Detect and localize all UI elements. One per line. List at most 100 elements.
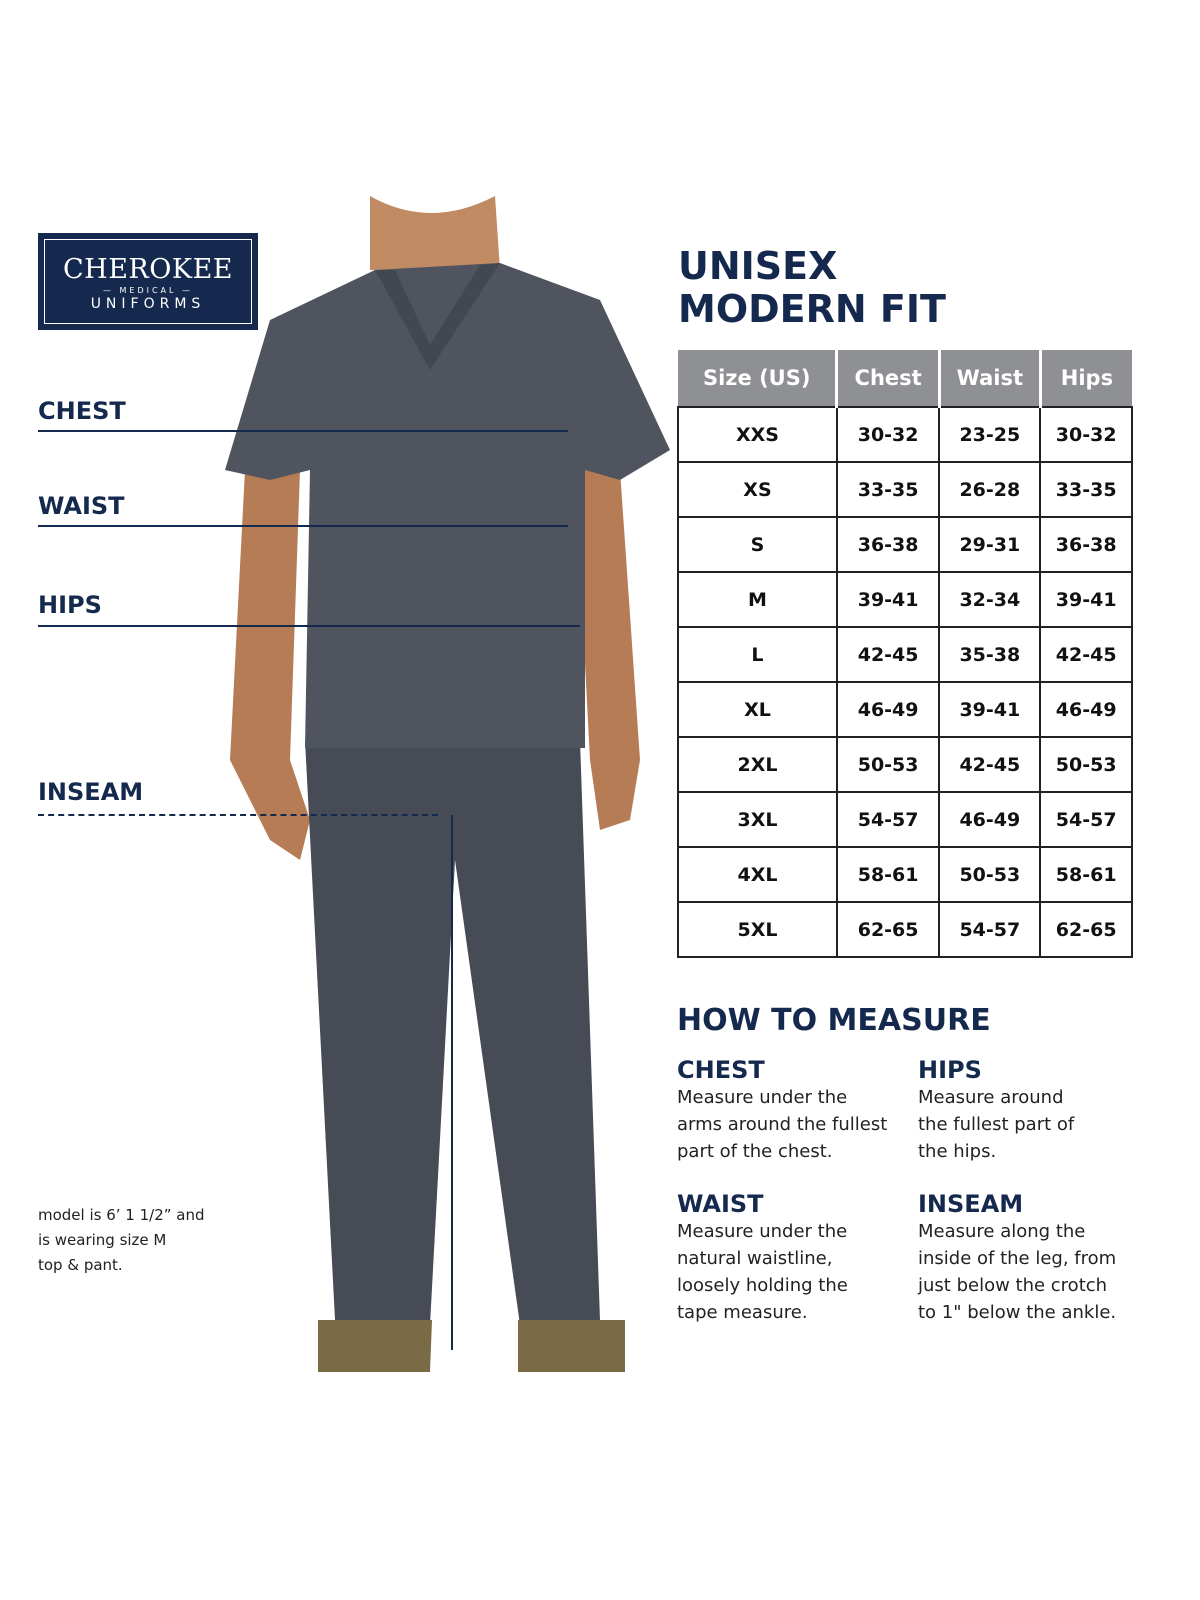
table-row: XL 46-49 39-41 46-49 — [677, 681, 1133, 738]
table-cell: 4XL — [677, 846, 838, 903]
table-row: L 42-45 35-38 42-45 — [677, 626, 1133, 683]
section-heading: WAIST — [677, 1190, 764, 1218]
hips-line — [38, 625, 580, 627]
size-table: Size (US) Chest Waist Hips XXS 30-32 23-25 30-… — [677, 350, 1133, 958]
table-cell: 62-65 — [835, 901, 941, 958]
section-text: Measure under the arms around the fullest… — [677, 1084, 897, 1165]
table-row: S 36-38 29-31 36-38 — [677, 516, 1133, 573]
section-text: Measure under the natural waistline, loose… — [677, 1218, 897, 1326]
section-text-line: part of the chest. — [677, 1141, 833, 1162]
inseam-vertical-line — [451, 815, 453, 1350]
section-text-line: just below the crotch — [918, 1275, 1108, 1296]
logo-sub: — MEDICAL — — [102, 286, 194, 295]
inseam-label: INSEAM — [38, 778, 144, 806]
table-cell: 46-49 — [1039, 681, 1133, 738]
table-cell: 58-61 — [835, 846, 941, 903]
model-note: model is 6’ 1 1/2” and is wearing size M… — [38, 1203, 205, 1278]
table-cell: 54-57 — [835, 791, 941, 848]
column-header: Hips — [1040, 350, 1132, 407]
table-cell: XS — [677, 461, 838, 518]
section-heading: CHEST — [677, 1056, 765, 1084]
section-text-line: inside of the leg, from — [918, 1248, 1117, 1269]
table-cell: 5XL — [677, 901, 838, 958]
section-text-line: Measure around — [918, 1087, 1064, 1108]
title-line: UNISEX — [678, 244, 838, 288]
table-cell: 39-41 — [1039, 571, 1133, 628]
table-cell: 50-53 — [938, 846, 1042, 903]
inseam-dashed-line — [38, 814, 438, 816]
table-row: 5XL 62-65 54-57 62-65 — [677, 901, 1133, 958]
table-cell: 29-31 — [938, 516, 1042, 573]
section-text-line: natural waistline, — [677, 1248, 833, 1269]
waist-label: WAIST — [38, 492, 125, 520]
section-text-line: Measure along the — [918, 1221, 1086, 1242]
table-cell: 30-32 — [835, 406, 941, 463]
section-text-line: to 1" below the ankle. — [918, 1302, 1117, 1323]
section-text: Measure around the fullest part of the hip… — [918, 1084, 1138, 1165]
table-cell: 42-45 — [835, 626, 941, 683]
section-text-line: arms around the fullest — [677, 1114, 888, 1135]
table-cell: 30-32 — [1039, 406, 1133, 463]
table-cell: 39-41 — [938, 681, 1042, 738]
section-text-line: the fullest part of — [918, 1114, 1075, 1135]
table-cell: 36-38 — [835, 516, 941, 573]
table-cell: 36-38 — [1039, 516, 1133, 573]
table-cell: 62-65 — [1039, 901, 1133, 958]
table-row: 4XL 58-61 50-53 58-61 — [677, 846, 1133, 903]
table-cell: 42-45 — [1039, 626, 1133, 683]
table-cell: 26-28 — [938, 461, 1042, 518]
table-cell: S — [677, 516, 838, 573]
table-row: XS 33-35 26-28 33-35 — [677, 461, 1133, 518]
table-cell: 42-45 — [938, 736, 1042, 793]
section-text: Measure along the inside of the leg, from… — [918, 1218, 1138, 1326]
chest-label: CHEST — [38, 397, 126, 425]
section-text-line: the hips. — [918, 1141, 997, 1162]
table-row: XXS 30-32 23-25 30-32 — [677, 406, 1133, 463]
table-cell: 32-34 — [938, 571, 1042, 628]
table-cell: 33-35 — [835, 461, 941, 518]
table-cell: 2XL — [677, 736, 838, 793]
table-cell: M — [677, 571, 838, 628]
waist-line — [38, 525, 568, 527]
section-inseam: INSEAM Measure along the inside of the leg… — [918, 1190, 1138, 1326]
table-cell: 58-61 — [1039, 846, 1133, 903]
table-cell: XXS — [677, 406, 838, 463]
table-cell: 23-25 — [938, 406, 1042, 463]
section-waist: WAIST Measure under the natural waistline,… — [677, 1190, 897, 1326]
table-cell: 33-35 — [1039, 461, 1133, 518]
title-line: MODERN FIT — [678, 287, 946, 331]
table-cell: 50-53 — [1039, 736, 1133, 793]
how-to-measure-title: HOW TO MEASURE — [677, 1003, 991, 1038]
section-heading: INSEAM — [918, 1190, 1024, 1218]
column-header: Size (US) — [678, 350, 839, 407]
table-cell: 50-53 — [835, 736, 941, 793]
table-cell: 46-49 — [938, 791, 1042, 848]
logo-sub2: UNIFORMS — [90, 296, 206, 312]
section-text-line: Measure under the — [677, 1087, 848, 1108]
table-cell: 39-41 — [835, 571, 941, 628]
table-cell: 54-57 — [938, 901, 1042, 958]
table-row: 3XL 54-57 46-49 54-57 — [677, 791, 1133, 848]
table-cell: 35-38 — [938, 626, 1042, 683]
table-cell: L — [677, 626, 838, 683]
table-row: M 39-41 32-34 39-41 — [677, 571, 1133, 628]
column-header: Chest — [836, 350, 941, 407]
section-heading: HIPS — [918, 1056, 982, 1084]
logo-brand: CHEROKEE — [63, 254, 233, 285]
table-row: 2XL 50-53 42-45 50-53 — [677, 736, 1133, 793]
table-cell: 3XL — [677, 791, 838, 848]
table-cell: 54-57 — [1039, 791, 1133, 848]
table-cell: XL — [677, 681, 838, 738]
chart-title: UNISEX MODERN FIT — [678, 245, 946, 331]
section-chest: CHEST Measure under the arms around the fu… — [677, 1056, 897, 1165]
model-note-line: model is 6’ 1 1/2” and — [38, 1206, 205, 1224]
table-cell: 46-49 — [835, 681, 941, 738]
model-note-line: is wearing size M — [38, 1231, 167, 1249]
model-note-line: top & pant. — [38, 1256, 123, 1274]
hips-label: HIPS — [38, 591, 102, 619]
column-header: Waist — [939, 350, 1042, 407]
section-text-line: tape measure. — [677, 1302, 808, 1323]
section-hips: HIPS Measure around the fullest part of the… — [918, 1056, 1138, 1165]
section-text-line: loosely holding the — [677, 1275, 848, 1296]
section-text-line: Measure under the — [677, 1221, 848, 1242]
